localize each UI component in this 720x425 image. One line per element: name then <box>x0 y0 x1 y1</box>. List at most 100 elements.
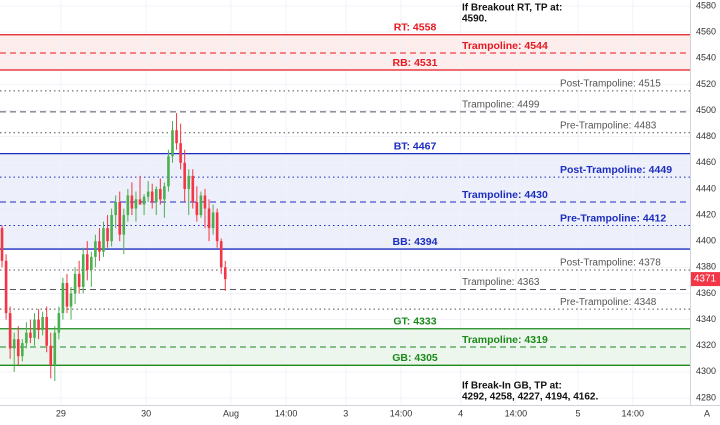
candle-body <box>215 212 219 242</box>
level-zone <box>0 153 690 250</box>
annotation: If Break-In GB, TP at: <box>462 381 562 392</box>
x-tick-label: 5 <box>575 408 580 418</box>
x-tick-label: Aug <box>223 408 239 418</box>
level-label: BB: 4394 <box>393 236 438 248</box>
y-tick-label: 4380 <box>696 262 716 272</box>
candle-body <box>73 273 77 294</box>
candle-body <box>159 188 162 200</box>
level-label: Pre-Trampoline: 4348 <box>560 297 657 308</box>
y-tick-label: 4500 <box>696 105 716 115</box>
level-label: Trampoline: 4363 <box>462 277 540 288</box>
candle-body <box>163 186 166 200</box>
candle-body <box>150 191 154 202</box>
candle-body <box>134 199 138 209</box>
level-label: Trampoline: 4319 <box>462 334 548 346</box>
candle-body <box>45 316 48 346</box>
candle-body <box>37 319 40 331</box>
candle-body <box>53 332 57 366</box>
y-tick-label: 4480 <box>696 131 716 141</box>
level-label: GB: 4305 <box>392 352 438 364</box>
candle-body <box>130 195 134 209</box>
candle-body <box>41 316 44 331</box>
candle-body <box>195 202 199 216</box>
candle-body <box>25 332 28 344</box>
last-price-label: 4371 <box>694 274 717 285</box>
annotation: 4292, 4258, 4227, 4194, 4162. <box>462 392 598 403</box>
candle-body <box>146 191 150 197</box>
candle-body <box>203 195 207 209</box>
candle-body <box>154 188 158 202</box>
x-tick-label: 3 <box>343 408 348 418</box>
y-tick-label: 4440 <box>696 183 716 193</box>
level-label: BT: 4467 <box>394 140 437 152</box>
y-tick-label: 4300 <box>696 366 716 376</box>
candle-body <box>102 228 105 252</box>
y-tick-label: 4280 <box>696 392 716 402</box>
candle-body <box>122 215 126 235</box>
x-tick-label: 14:00 <box>622 408 645 418</box>
level-zone <box>0 34 690 71</box>
level-label: Post-Trampoline: 4449 <box>560 164 672 176</box>
level-label: Pre-Trampoline: 4412 <box>560 212 666 224</box>
y-tick-label: 4460 <box>696 157 716 167</box>
level-label: Post-Trampoline: 4378 <box>560 258 661 269</box>
candle-body <box>175 130 178 144</box>
level-label: GT: 4333 <box>393 316 436 328</box>
level-label: Trampoline: 4544 <box>462 40 548 52</box>
candle-body <box>183 162 186 189</box>
x-tick-label: 14:00 <box>390 408 413 418</box>
candle-body <box>81 254 85 287</box>
candle-body <box>211 212 215 229</box>
candle-body <box>65 283 69 307</box>
candle-body <box>142 196 146 205</box>
candle-body <box>69 293 73 307</box>
candle-body <box>114 202 117 216</box>
y-tick-label: 4540 <box>696 53 716 63</box>
candle-body <box>8 313 12 349</box>
candle-body <box>126 195 130 216</box>
x-tick-label: 14:00 <box>505 408 528 418</box>
candle-body <box>179 143 182 163</box>
candle-body <box>171 130 174 157</box>
candle-body <box>110 215 113 242</box>
y-tick-label: 4560 <box>696 27 716 37</box>
candle-body <box>29 332 32 338</box>
candle-body <box>4 260 8 314</box>
candle-body <box>207 208 211 229</box>
candle-body <box>16 339 20 357</box>
candle-body <box>223 267 227 280</box>
y-tick-label: 4520 <box>696 79 716 89</box>
candle-body <box>57 313 61 333</box>
level-label: Trampoline: 4430 <box>462 189 548 201</box>
candle-body <box>199 195 203 216</box>
level-label: Post-Trampoline: 4515 <box>560 79 661 90</box>
candle-body <box>191 175 195 202</box>
candle-body <box>138 199 142 205</box>
level-label: Trampoline: 4499 <box>462 99 540 110</box>
axis-mode: A <box>704 408 710 418</box>
y-tick-label: 4420 <box>696 209 716 219</box>
candle-body <box>85 254 89 270</box>
y-tick-label: 4320 <box>696 340 716 350</box>
candle-body <box>106 228 109 242</box>
candle-body <box>61 283 65 314</box>
x-tick-label: 30 <box>141 408 151 418</box>
candle-body <box>187 175 191 189</box>
y-tick-label: 4360 <box>696 288 716 298</box>
candle-body <box>219 241 223 268</box>
candle-body <box>98 241 101 252</box>
y-tick-label: 4580 <box>696 0 716 10</box>
last-price-tag <box>691 272 720 287</box>
x-tick-label: 4 <box>458 408 463 418</box>
candle-body <box>21 343 24 357</box>
annotation: If Breakout RT, TP at: <box>462 3 562 14</box>
x-tick-label: 29 <box>56 408 66 418</box>
candle-body <box>167 156 170 187</box>
candle-body <box>12 339 16 349</box>
y-tick-label: 4400 <box>696 236 716 246</box>
level-label: Pre-Trampoline: 4483 <box>560 120 657 131</box>
annotation: 4590. <box>462 14 487 25</box>
candle-body <box>94 241 97 257</box>
candle-body <box>0 228 4 261</box>
